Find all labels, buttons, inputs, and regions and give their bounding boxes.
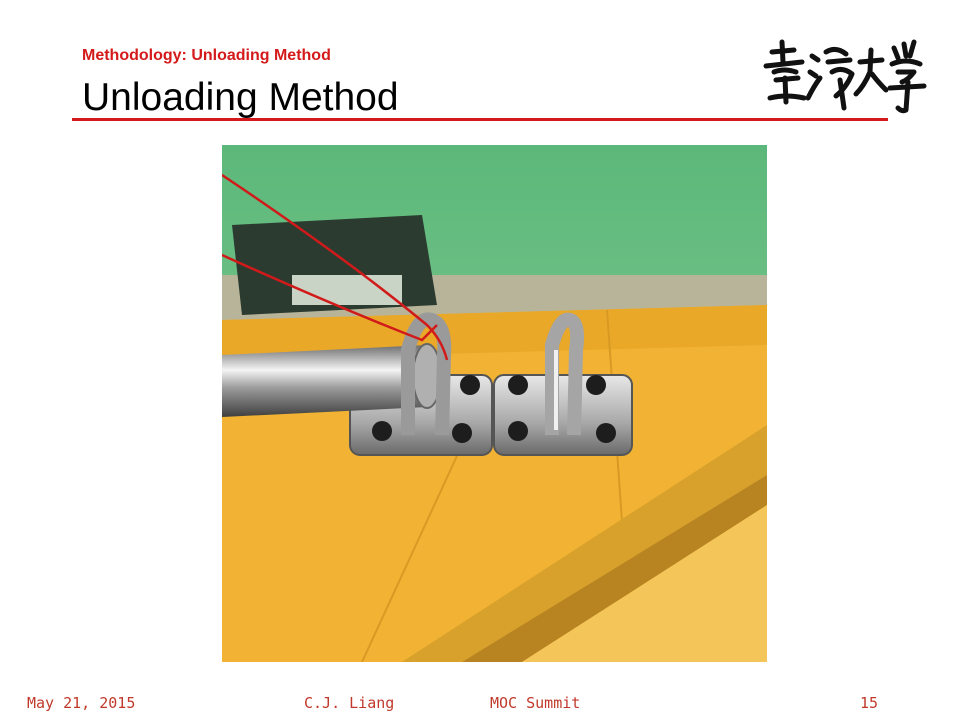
title-underline bbox=[72, 118, 888, 121]
experiment-photo bbox=[222, 145, 767, 662]
slide-number: 15 bbox=[860, 694, 879, 712]
footer-author: C.J. Liang bbox=[304, 694, 395, 712]
slide-subtitle: Methodology: Unloading Method bbox=[82, 47, 331, 64]
slide-title: Unloading Method bbox=[82, 76, 399, 119]
university-logo bbox=[763, 39, 927, 114]
footer-event: MOC Summit bbox=[490, 694, 581, 712]
footer-date: May 21, 2015 bbox=[27, 694, 136, 712]
